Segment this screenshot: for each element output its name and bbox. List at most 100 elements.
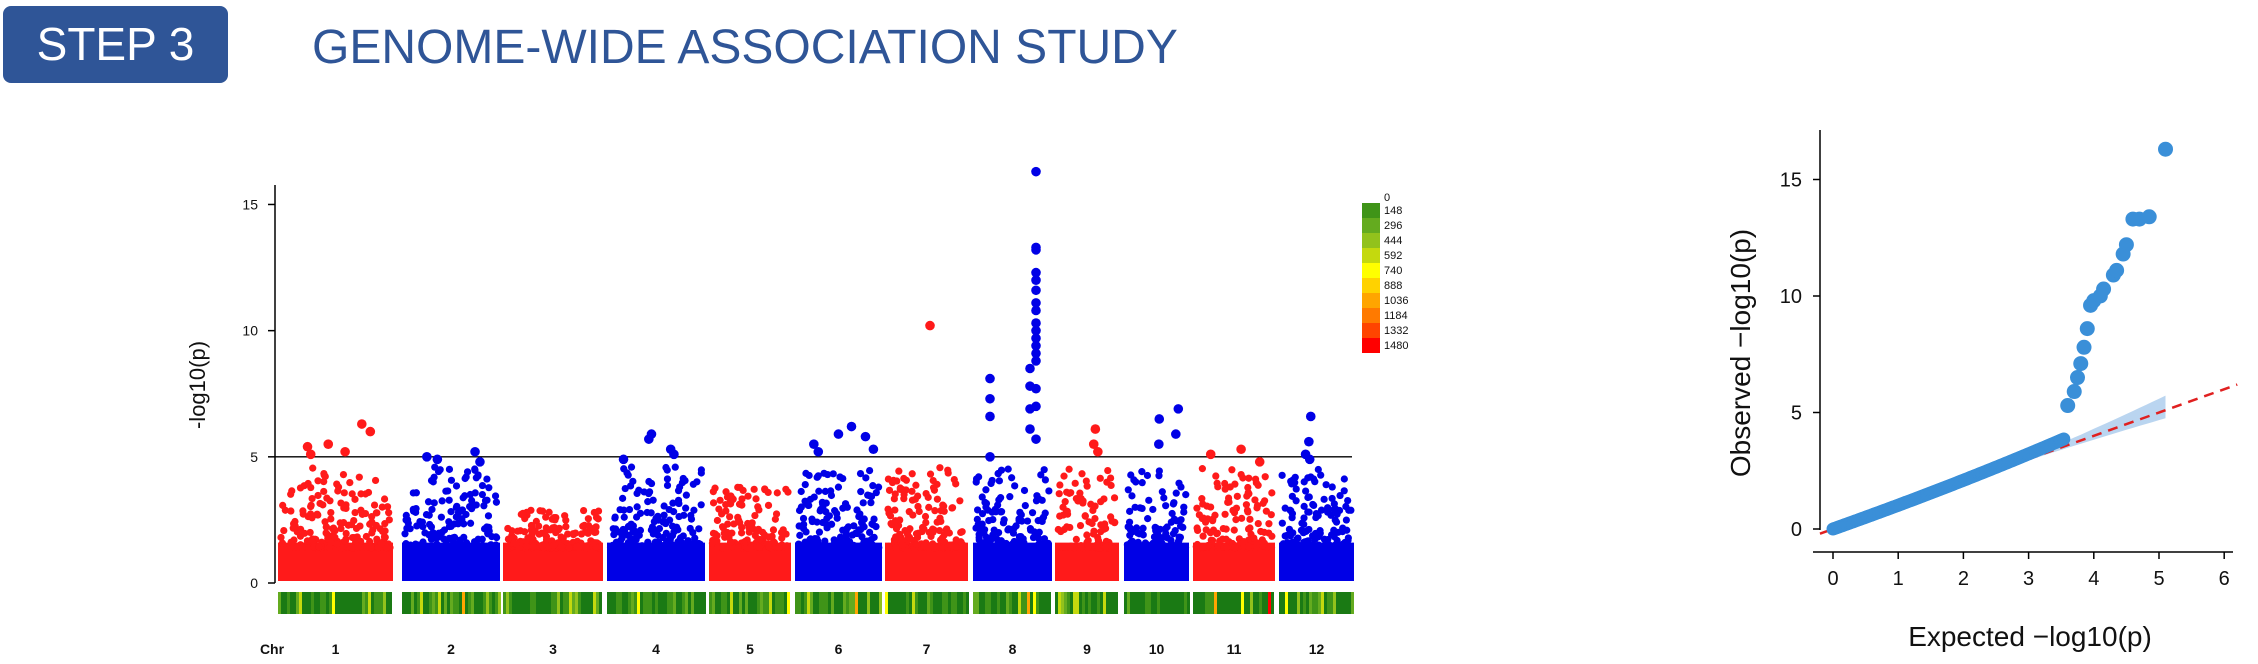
density-cell bbox=[870, 592, 873, 614]
density-cell bbox=[1265, 592, 1268, 614]
density-cell bbox=[326, 592, 329, 614]
snp-point bbox=[1240, 538, 1248, 546]
chromosome-10-density bbox=[1124, 592, 1190, 614]
snp-point bbox=[362, 532, 370, 541]
chromosome-label: 3 bbox=[549, 641, 557, 657]
snp-point bbox=[323, 494, 331, 502]
density-cell bbox=[619, 592, 622, 614]
peak-point bbox=[1031, 275, 1041, 285]
density-cell bbox=[1030, 592, 1033, 614]
snp-point bbox=[1305, 525, 1313, 534]
density-cell bbox=[498, 592, 501, 614]
density-cell bbox=[888, 592, 891, 614]
snp-point bbox=[1300, 520, 1308, 528]
snp-point bbox=[1149, 543, 1157, 551]
snp-point bbox=[1199, 532, 1207, 540]
density-cell bbox=[296, 592, 299, 614]
density-cell bbox=[1088, 592, 1091, 614]
density-cell bbox=[435, 592, 438, 614]
density-cell bbox=[432, 592, 435, 614]
chromosome-3-points bbox=[503, 506, 603, 581]
density-cell bbox=[503, 592, 506, 614]
peak-point bbox=[925, 320, 935, 331]
snp-point bbox=[1317, 471, 1325, 479]
peak-point bbox=[1093, 446, 1103, 457]
density-cell bbox=[637, 592, 640, 614]
density-cell bbox=[554, 592, 557, 614]
density-cell bbox=[542, 592, 545, 614]
snp-point bbox=[462, 473, 470, 481]
snp-point bbox=[592, 523, 600, 531]
snp-point bbox=[921, 512, 930, 521]
snp-point bbox=[434, 467, 443, 476]
chromosome-1-points bbox=[277, 464, 394, 581]
snp-point bbox=[827, 487, 835, 495]
density-cell bbox=[302, 592, 305, 614]
density-cell bbox=[997, 592, 1000, 614]
snp-point bbox=[864, 491, 872, 499]
density-cell bbox=[697, 592, 700, 614]
density-cell bbox=[1145, 592, 1148, 614]
snp-point bbox=[411, 540, 420, 548]
snp-point bbox=[1181, 543, 1190, 552]
snp-point bbox=[340, 518, 348, 527]
density-cell bbox=[1100, 592, 1103, 614]
density-cell bbox=[784, 592, 787, 614]
snp-point bbox=[1328, 494, 1336, 503]
snp-point bbox=[958, 528, 966, 536]
density-cell bbox=[1045, 592, 1048, 614]
snp-point bbox=[1100, 495, 1108, 503]
snp-point bbox=[952, 536, 960, 544]
snp-point bbox=[982, 499, 991, 508]
snp-point bbox=[1023, 517, 1032, 525]
chromosome-11-density bbox=[1193, 592, 1274, 614]
peak-point bbox=[470, 446, 480, 457]
snp-point bbox=[1163, 534, 1171, 542]
snp-point bbox=[1327, 544, 1335, 552]
density-cell bbox=[834, 592, 837, 614]
qq-point bbox=[2141, 209, 2157, 225]
snp-point bbox=[864, 543, 872, 552]
manhattan-ytick-label: 0 bbox=[250, 575, 258, 591]
snp-point bbox=[1225, 498, 1233, 506]
chromosome-3-density bbox=[503, 592, 602, 614]
density-cell bbox=[655, 592, 658, 614]
snp-point bbox=[865, 466, 874, 475]
snp-point bbox=[691, 534, 699, 542]
snp-point bbox=[823, 521, 831, 529]
density-cell bbox=[518, 592, 521, 614]
snp-point bbox=[1219, 524, 1227, 533]
snp-point bbox=[896, 530, 904, 538]
snp-point bbox=[306, 528, 314, 537]
snp-point bbox=[914, 492, 922, 500]
peak-point bbox=[357, 419, 367, 429]
snp-point bbox=[1150, 533, 1159, 541]
density-cell bbox=[807, 592, 810, 614]
snp-point bbox=[278, 539, 287, 547]
density-cell bbox=[290, 592, 293, 614]
density-cell bbox=[341, 592, 344, 614]
density-cell bbox=[293, 592, 296, 614]
snp-point bbox=[1232, 516, 1240, 524]
snp-point bbox=[1333, 542, 1341, 550]
snp-point bbox=[996, 543, 1004, 551]
density-cell bbox=[727, 592, 730, 614]
snp-point bbox=[635, 486, 643, 494]
chromosome-1-density bbox=[278, 592, 392, 614]
snp-point bbox=[997, 508, 1005, 516]
snp-point bbox=[1160, 494, 1168, 502]
snp-point bbox=[1300, 514, 1308, 522]
density-cell bbox=[643, 592, 646, 614]
density-cell bbox=[521, 592, 524, 614]
snp-point bbox=[1097, 521, 1105, 529]
density-cell bbox=[350, 592, 353, 614]
density-cell bbox=[948, 592, 951, 614]
snp-point bbox=[914, 502, 922, 511]
snp-point bbox=[385, 509, 393, 517]
snp-point bbox=[348, 490, 356, 498]
snp-point bbox=[1268, 532, 1276, 540]
density-cell bbox=[1306, 592, 1309, 614]
snp-point bbox=[1091, 514, 1099, 523]
snp-point bbox=[666, 533, 675, 541]
density-cell bbox=[1172, 592, 1175, 614]
